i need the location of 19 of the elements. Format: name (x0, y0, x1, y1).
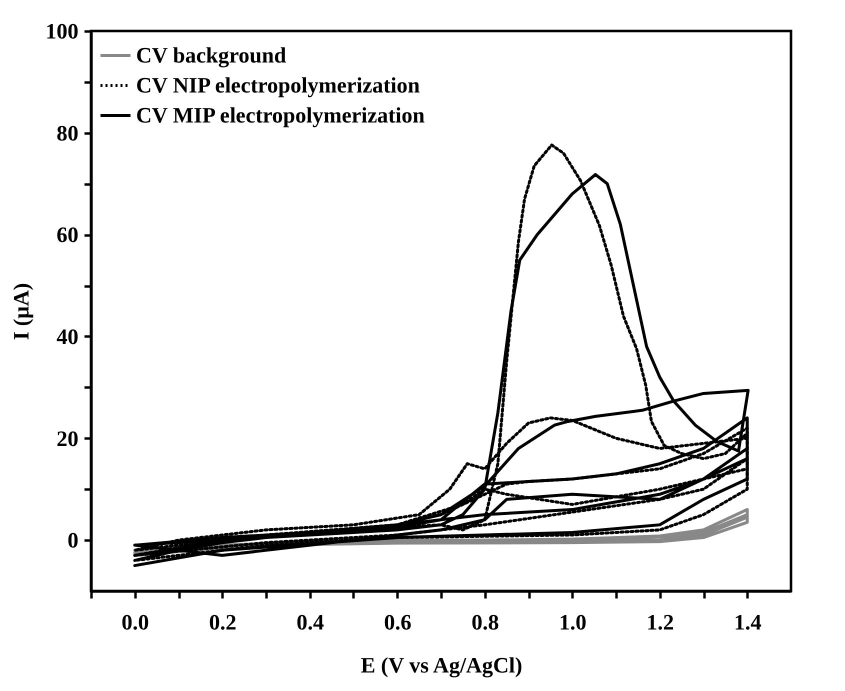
legend-label: CV MIP electropolymerization (136, 102, 425, 128)
x-axis-title: E (V vs Ag/AgCl) (360, 652, 522, 678)
x-tick-label: 1.0 (559, 610, 586, 634)
legend-label: CV background (136, 42, 286, 68)
x-tick-label: 0.6 (384, 610, 412, 634)
x-tick-label: 0.2 (209, 610, 236, 634)
y-tick-label: 40 (56, 324, 78, 349)
y-tick-label: 100 (46, 18, 78, 44)
x-tick-label: 0.0 (122, 610, 149, 634)
x-tick-label: 0.8 (472, 610, 499, 634)
y-tick-label: 20 (56, 426, 78, 451)
y-tick-label: 0 (68, 528, 78, 553)
x-tick-label: 1.4 (734, 610, 762, 634)
legend-label: CV NIP electropolymerization (136, 72, 420, 98)
x-tick-label: 1.2 (646, 610, 674, 634)
y-tick-label: 60 (56, 222, 78, 248)
x-tick-label: 0.4 (296, 610, 324, 634)
y-axis-title: I (µA) (8, 282, 34, 340)
y-tick-label: 80 (56, 120, 78, 146)
